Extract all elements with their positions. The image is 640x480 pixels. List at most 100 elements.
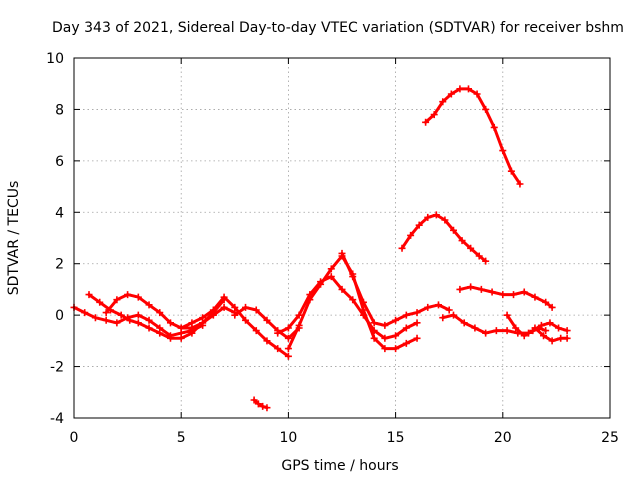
data-point xyxy=(306,296,314,304)
data-point xyxy=(434,301,442,309)
data-point xyxy=(209,306,217,314)
data-point xyxy=(242,316,250,324)
data-point xyxy=(546,319,554,327)
data-point xyxy=(422,118,430,126)
data-point xyxy=(252,306,260,314)
x-tick-label: 25 xyxy=(601,430,619,446)
data-point xyxy=(327,273,335,281)
data-point xyxy=(447,90,455,98)
plot-frame xyxy=(73,57,611,419)
series-sat-f xyxy=(250,396,271,412)
data-point xyxy=(563,327,571,335)
y-tick-label: 4 xyxy=(55,205,64,221)
data-point xyxy=(449,311,457,319)
data-point xyxy=(413,334,421,342)
data-point xyxy=(177,324,185,332)
data-point xyxy=(503,327,511,335)
data-point xyxy=(263,337,271,345)
data-point xyxy=(475,252,483,260)
data-point xyxy=(145,316,153,324)
data-point xyxy=(482,105,490,113)
data-point xyxy=(166,319,174,327)
data-point xyxy=(117,311,125,319)
series-line xyxy=(424,87,522,186)
data-point xyxy=(507,167,515,175)
series-sat-o xyxy=(531,324,571,345)
data-point xyxy=(520,288,528,296)
data-point xyxy=(338,285,346,293)
y-tick-label: 8 xyxy=(55,102,64,118)
y-tick-label: 6 xyxy=(55,154,64,170)
x-tick-label: 15 xyxy=(387,430,405,446)
series-sat-m xyxy=(456,283,556,311)
data-point xyxy=(263,404,271,412)
data-point xyxy=(284,324,292,332)
data-point xyxy=(102,309,110,317)
data-point xyxy=(284,352,292,360)
data-point xyxy=(85,291,93,299)
data-point xyxy=(166,334,174,342)
data-point xyxy=(413,309,421,317)
data-point xyxy=(415,221,423,229)
data-point xyxy=(381,321,389,329)
series-line xyxy=(400,213,488,263)
data-point xyxy=(542,298,550,306)
data-point xyxy=(220,293,228,301)
data-point xyxy=(359,298,367,306)
data-point xyxy=(432,211,440,219)
data-point xyxy=(413,319,421,327)
data-point xyxy=(542,327,550,335)
data-point xyxy=(430,111,438,119)
data-point xyxy=(220,303,228,311)
series-sat-c xyxy=(102,291,239,332)
data-point xyxy=(250,396,258,404)
data-point xyxy=(467,244,475,252)
data-point xyxy=(284,345,292,353)
data-point xyxy=(555,324,563,332)
data-point xyxy=(563,334,571,342)
data-point xyxy=(242,303,250,311)
data-point xyxy=(102,316,110,324)
data-point xyxy=(458,237,466,245)
data-point xyxy=(503,311,511,319)
data-layer xyxy=(70,85,571,412)
y-tick-label: -2 xyxy=(50,360,64,376)
x-tick-label: 10 xyxy=(279,430,297,446)
data-point xyxy=(467,283,475,291)
data-point xyxy=(177,334,185,342)
data-point xyxy=(471,324,479,332)
data-point xyxy=(134,311,142,319)
y-tick-label: 0 xyxy=(55,308,64,324)
data-point xyxy=(263,316,271,324)
data-point xyxy=(499,291,507,299)
data-point xyxy=(259,402,267,410)
data-point xyxy=(124,291,132,299)
series-sat-a xyxy=(70,303,207,340)
data-point xyxy=(492,327,500,335)
data-point xyxy=(349,296,357,304)
data-point xyxy=(381,334,389,342)
data-point xyxy=(274,345,282,353)
data-point xyxy=(145,324,153,332)
data-point xyxy=(134,319,142,327)
data-point xyxy=(445,306,453,314)
series-sat-i xyxy=(338,249,453,329)
data-point xyxy=(548,337,556,345)
data-point xyxy=(81,309,89,317)
data-point xyxy=(91,314,99,322)
data-point xyxy=(145,301,153,309)
tick-layer: 0 5 10 15 20 25 -4 -2 0 2 4 6 8 10 xyxy=(46,51,619,446)
data-point xyxy=(295,321,303,329)
data-point xyxy=(499,147,507,155)
data-point xyxy=(557,334,565,342)
data-point xyxy=(424,303,432,311)
data-point xyxy=(113,296,121,304)
data-point xyxy=(456,285,464,293)
data-point xyxy=(520,332,528,340)
grid-layer xyxy=(74,58,610,418)
data-point xyxy=(113,319,121,327)
data-point xyxy=(402,324,410,332)
data-point xyxy=(477,285,485,293)
